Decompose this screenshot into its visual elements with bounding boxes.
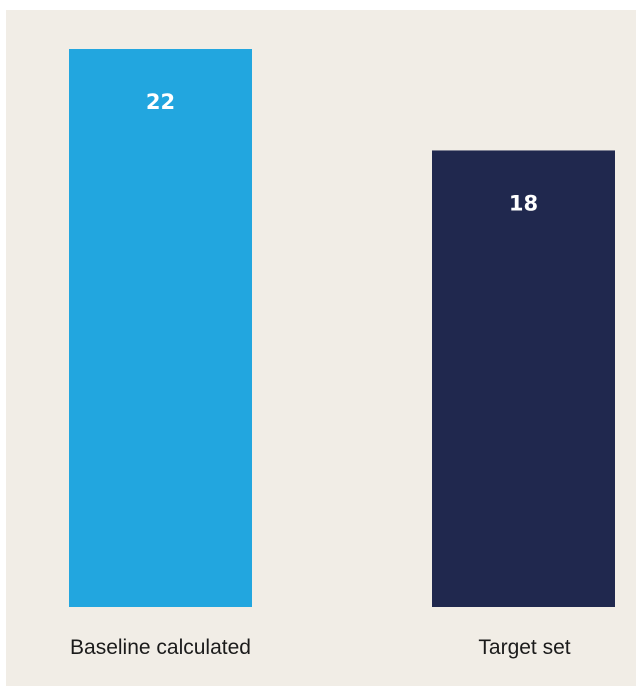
value-labels-group: 22 18 [146,90,538,215]
value-label-baseline-calculated: 22 [146,90,175,114]
category-label-target-set: Target set [478,636,570,659]
bar-baseline-calculated [69,49,252,607]
value-label-target-set: 18 [509,191,538,215]
bar-target-set [432,150,615,608]
category-labels-group: Baseline calculated Target set [70,636,571,659]
bars-group [69,49,615,608]
category-label-baseline-calculated: Baseline calculated [70,636,251,659]
